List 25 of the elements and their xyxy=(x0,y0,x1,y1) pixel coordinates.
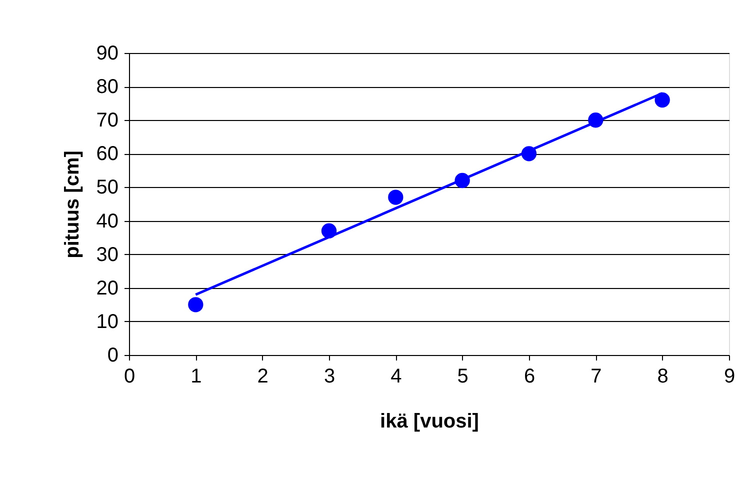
x-tick-label: 3 xyxy=(324,366,336,388)
y-tick-label: 90 xyxy=(96,42,118,64)
y-tick-label: 10 xyxy=(96,310,118,333)
y-tick-label: 0 xyxy=(107,344,118,366)
y-tick-label: 40 xyxy=(96,210,118,232)
y-axis-title: pituus [cm] xyxy=(61,150,84,258)
x-tick-label: 7 xyxy=(590,366,602,388)
y-tick-label: 50 xyxy=(96,176,118,199)
x-axis-title: ikä [vuosi] xyxy=(380,410,479,432)
y-tick-label: 20 xyxy=(96,277,118,300)
y-tick-label: 80 xyxy=(96,76,118,98)
x-tick-label: 9 xyxy=(724,366,736,388)
x-tick-label: 1 xyxy=(190,366,202,388)
point xyxy=(388,190,404,205)
x-tick-label: 8 xyxy=(657,366,668,388)
x-tick-label: 5 xyxy=(457,366,468,388)
y-tick-label: 70 xyxy=(96,110,118,132)
x-tick-label: 2 xyxy=(257,366,268,388)
y-tick-label: 30 xyxy=(96,244,118,266)
point xyxy=(654,92,670,108)
y-tick-label: 60 xyxy=(96,143,118,166)
point xyxy=(188,297,204,312)
x-tick-label: 0 xyxy=(124,366,136,388)
x-tick-label: 6 xyxy=(524,366,536,388)
x-tick-label: 4 xyxy=(390,366,402,388)
